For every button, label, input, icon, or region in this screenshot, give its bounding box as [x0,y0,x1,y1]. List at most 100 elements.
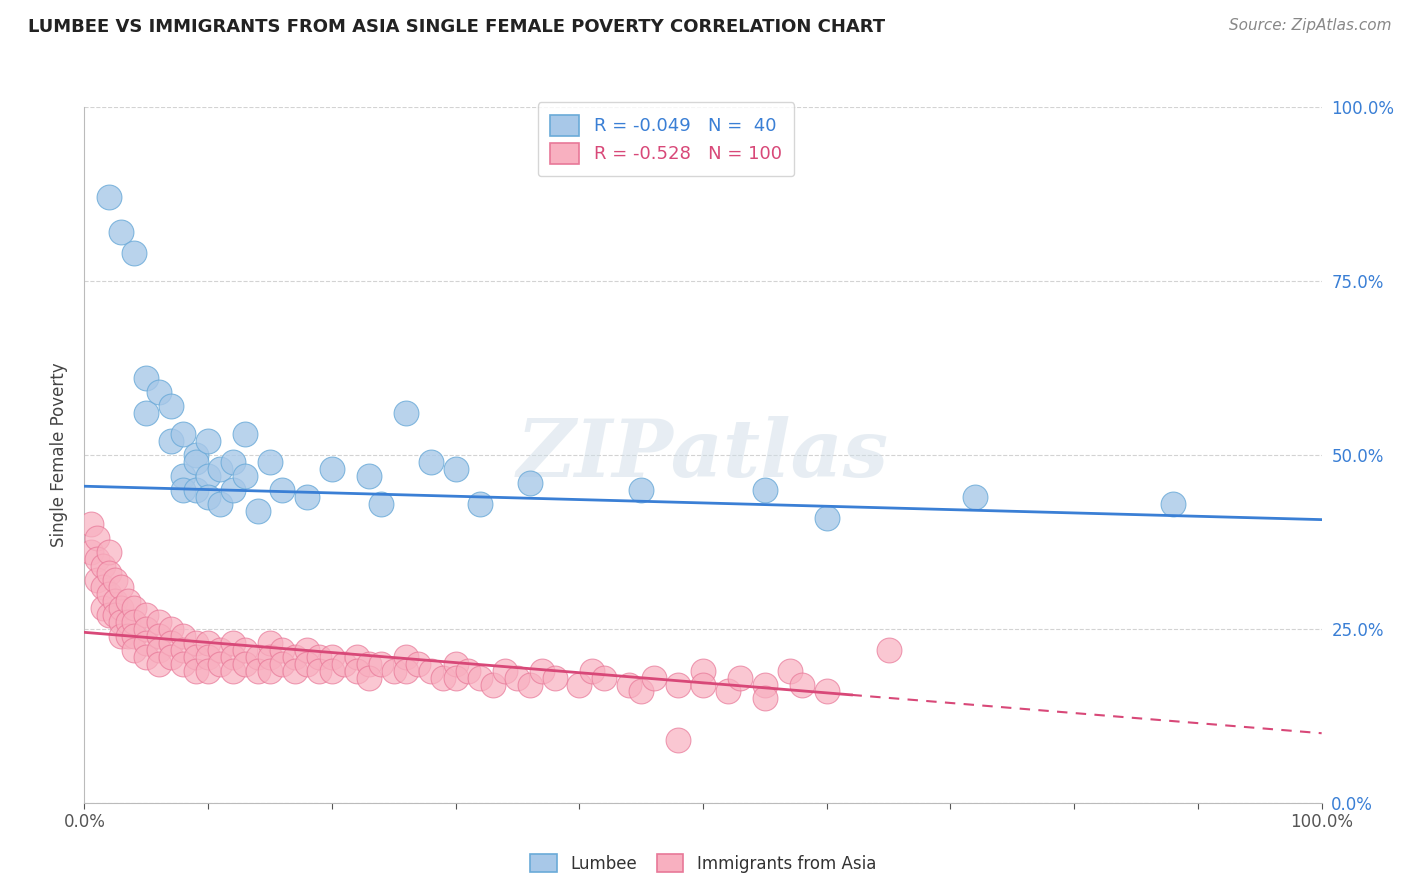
Point [209,497,232,511]
Point [357,468,380,483]
Point [79,517,101,532]
Point [184,636,207,650]
Point [308,649,330,664]
Point [160,622,183,636]
Point [222,636,245,650]
Point [148,615,170,629]
Point [184,455,207,469]
Point [98,607,121,622]
Point [779,664,801,678]
Point [432,671,454,685]
Point [122,642,145,657]
Point [444,462,467,476]
Point [160,649,183,664]
Point [209,462,232,476]
Point [172,657,194,671]
Point [148,657,170,671]
Point [259,455,281,469]
Point [494,664,516,678]
Point [308,664,330,678]
Point [104,573,127,587]
Point [581,664,603,678]
Point [295,657,318,671]
Point [98,587,121,601]
Point [321,664,343,678]
Point [98,190,121,204]
Point [122,246,145,260]
Point [395,406,418,420]
Point [233,657,256,671]
Point [184,664,207,678]
Point [419,664,441,678]
Point [117,594,139,608]
Point [160,399,183,413]
Point [692,677,714,691]
Point [470,497,492,511]
Point [271,483,294,497]
Point [135,636,157,650]
Point [643,671,665,685]
Y-axis label: Single Female Poverty: Single Female Poverty [51,363,69,547]
Point [246,503,269,517]
Point [246,649,269,664]
Point [295,490,318,504]
Point [98,545,121,559]
Point [444,657,467,671]
Point [184,448,207,462]
Point [135,622,157,636]
Point [98,566,121,581]
Point [197,636,219,650]
Point [110,615,132,629]
Point [259,636,281,650]
Point [481,677,503,691]
Point [122,601,145,615]
Point [209,657,232,671]
Point [172,427,194,442]
Point [148,385,170,400]
Point [408,657,430,671]
Point [666,677,689,691]
Point [86,532,108,546]
Point [395,664,418,678]
Point [717,684,740,698]
Point [110,225,132,239]
Point [197,490,219,504]
Point [86,573,108,587]
Point [160,434,183,448]
Point [222,483,245,497]
Point [790,677,813,691]
Point [184,483,207,497]
Point [222,455,245,469]
Point [79,545,101,559]
Point [357,671,380,685]
Point [457,664,479,678]
Point [630,684,652,698]
Point [519,677,541,691]
Point [470,671,492,685]
Point [110,629,132,643]
Point [284,649,307,664]
Point [382,664,405,678]
Point [135,406,157,420]
Point [754,677,776,691]
Point [965,490,987,504]
Legend: R = -0.049   N =  40, R = -0.528   N = 100: R = -0.049 N = 40, R = -0.528 N = 100 [537,103,794,177]
Point [346,664,368,678]
Point [419,455,441,469]
Point [395,649,418,664]
Point [295,642,318,657]
Point [357,657,380,671]
Point [135,649,157,664]
Point [271,657,294,671]
Point [197,649,219,664]
Point [233,642,256,657]
Point [246,664,269,678]
Point [104,594,127,608]
Point [172,629,194,643]
Point [233,427,256,442]
Point [135,371,157,385]
Point [593,671,616,685]
Point [172,642,194,657]
Point [122,615,145,629]
Point [91,580,114,594]
